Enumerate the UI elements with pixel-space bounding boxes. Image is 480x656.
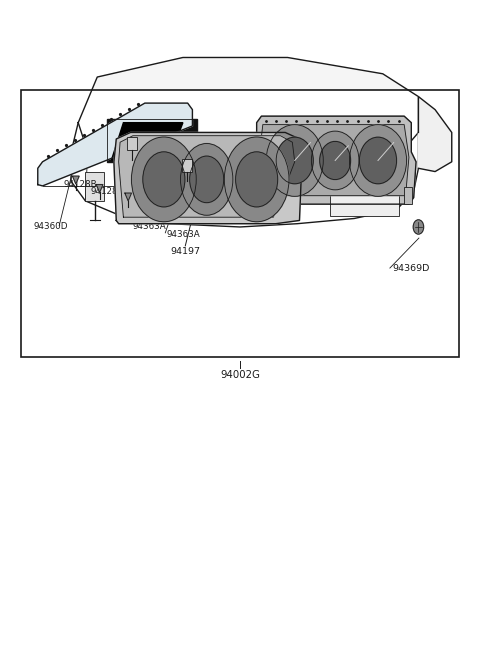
Bar: [182, 159, 192, 172]
Polygon shape: [111, 123, 183, 160]
Bar: [240, 178, 297, 216]
Text: 94128B: 94128B: [119, 194, 152, 203]
Ellipse shape: [349, 125, 407, 196]
Bar: [21, 90, 459, 358]
Circle shape: [413, 220, 424, 234]
Bar: [253, 187, 262, 204]
Ellipse shape: [236, 152, 278, 207]
Polygon shape: [250, 116, 416, 204]
Bar: [330, 180, 399, 216]
Ellipse shape: [224, 137, 289, 222]
Polygon shape: [419, 96, 452, 172]
Ellipse shape: [180, 144, 233, 215]
Text: 94197: 94197: [170, 247, 200, 256]
Ellipse shape: [320, 142, 350, 180]
Ellipse shape: [312, 131, 359, 190]
Polygon shape: [72, 176, 79, 184]
Polygon shape: [107, 119, 197, 162]
Text: 94002G: 94002G: [220, 370, 260, 380]
Ellipse shape: [276, 137, 313, 184]
Text: 94363A: 94363A: [166, 230, 200, 239]
Polygon shape: [259, 125, 409, 195]
Text: 94360D: 94360D: [33, 222, 68, 232]
Polygon shape: [114, 133, 302, 224]
Bar: [127, 137, 137, 150]
Text: 94128B: 94128B: [90, 186, 124, 195]
Text: 94128B: 94128B: [64, 180, 97, 189]
Ellipse shape: [360, 137, 396, 184]
Polygon shape: [96, 184, 103, 192]
Bar: [85, 172, 104, 201]
Text: 94369D: 94369D: [392, 264, 430, 272]
Polygon shape: [119, 136, 295, 217]
Ellipse shape: [266, 125, 323, 196]
Ellipse shape: [190, 156, 224, 203]
Ellipse shape: [143, 152, 185, 207]
Polygon shape: [78, 58, 419, 174]
Polygon shape: [38, 103, 192, 186]
Bar: [404, 187, 412, 204]
Polygon shape: [125, 193, 132, 201]
Ellipse shape: [132, 137, 196, 222]
Text: 94363A: 94363A: [133, 222, 167, 232]
